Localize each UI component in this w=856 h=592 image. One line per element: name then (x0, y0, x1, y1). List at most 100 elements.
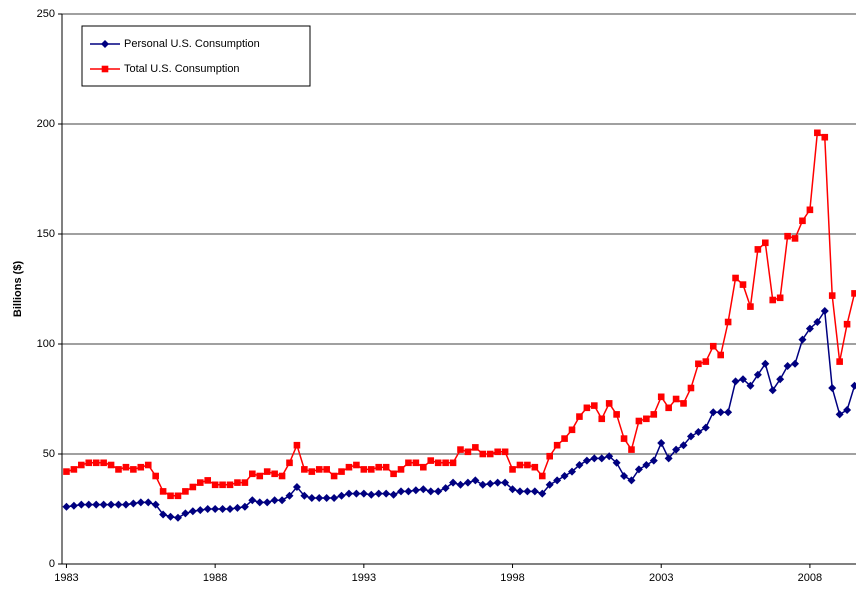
marker (694, 428, 703, 436)
marker (101, 40, 109, 48)
marker (62, 502, 71, 511)
marker (471, 476, 480, 485)
marker (136, 498, 145, 507)
legend-label: Total U.S. Consumption (124, 63, 240, 75)
x-tick-label: 1993 (352, 572, 376, 584)
marker (159, 488, 167, 495)
marker (352, 489, 361, 498)
marker (389, 490, 398, 499)
marker (70, 466, 78, 473)
marker (479, 450, 487, 458)
marker (553, 476, 562, 485)
marker (196, 479, 204, 486)
y-axis-label: Billions ($) (12, 261, 24, 318)
marker (686, 432, 695, 441)
marker (739, 281, 747, 288)
marker (627, 476, 636, 485)
marker (649, 456, 658, 465)
marker (746, 381, 755, 390)
marker (263, 468, 271, 475)
marker (166, 512, 175, 521)
marker (226, 481, 234, 489)
marker (769, 296, 777, 304)
marker (256, 472, 264, 480)
marker (709, 342, 717, 350)
marker (776, 294, 784, 302)
marker (591, 402, 598, 409)
marker (419, 485, 428, 494)
marker (761, 359, 770, 368)
marker (315, 494, 324, 502)
marker (620, 472, 629, 480)
marker (226, 505, 235, 513)
marker (523, 487, 532, 496)
marker (717, 351, 724, 359)
marker (278, 472, 286, 480)
marker (182, 488, 189, 495)
marker (538, 472, 546, 480)
marker (107, 500, 116, 509)
marker (114, 500, 123, 509)
marker (828, 292, 836, 299)
marker (472, 444, 479, 451)
marker (278, 496, 287, 505)
marker (285, 491, 294, 500)
marker (457, 446, 464, 453)
marker (598, 415, 606, 423)
marker (813, 318, 822, 326)
marker (494, 448, 501, 456)
marker (716, 408, 725, 417)
marker (412, 459, 420, 467)
marker (560, 472, 569, 480)
marker (821, 133, 829, 141)
marker (582, 456, 591, 465)
marker (672, 395, 680, 403)
marker (508, 485, 517, 494)
marker (374, 489, 383, 498)
marker (754, 246, 762, 253)
marker (211, 505, 220, 513)
marker (84, 500, 93, 509)
marker (411, 486, 420, 495)
marker (99, 500, 108, 509)
marker (501, 448, 509, 456)
marker (643, 415, 650, 423)
marker (345, 463, 353, 471)
marker (330, 472, 338, 480)
marker (524, 461, 531, 469)
marker (509, 466, 516, 473)
marker (101, 65, 109, 73)
marker (768, 386, 777, 395)
marker (307, 494, 316, 502)
marker (420, 463, 427, 471)
marker (843, 406, 852, 414)
y-tick-label: 0 (49, 558, 55, 570)
marker (344, 489, 353, 498)
marker (271, 470, 278, 478)
marker (575, 461, 584, 469)
marker (561, 435, 568, 442)
marker (301, 466, 308, 473)
marker (799, 217, 806, 225)
marker (375, 463, 383, 471)
marker (397, 487, 406, 496)
marker (738, 375, 747, 384)
x-tick-label: 2003 (649, 572, 673, 584)
marker (843, 320, 851, 328)
marker (92, 459, 100, 467)
marker (665, 404, 672, 412)
marker (426, 487, 435, 496)
marker (100, 459, 107, 467)
marker (107, 461, 115, 469)
marker (850, 381, 856, 390)
marker (122, 463, 130, 471)
marker (181, 509, 190, 518)
x-tick-label: 1988 (203, 572, 227, 584)
marker (151, 500, 160, 509)
marker (188, 507, 197, 516)
marker (405, 459, 412, 467)
marker (776, 375, 785, 384)
marker (687, 384, 695, 392)
marker (144, 498, 153, 507)
